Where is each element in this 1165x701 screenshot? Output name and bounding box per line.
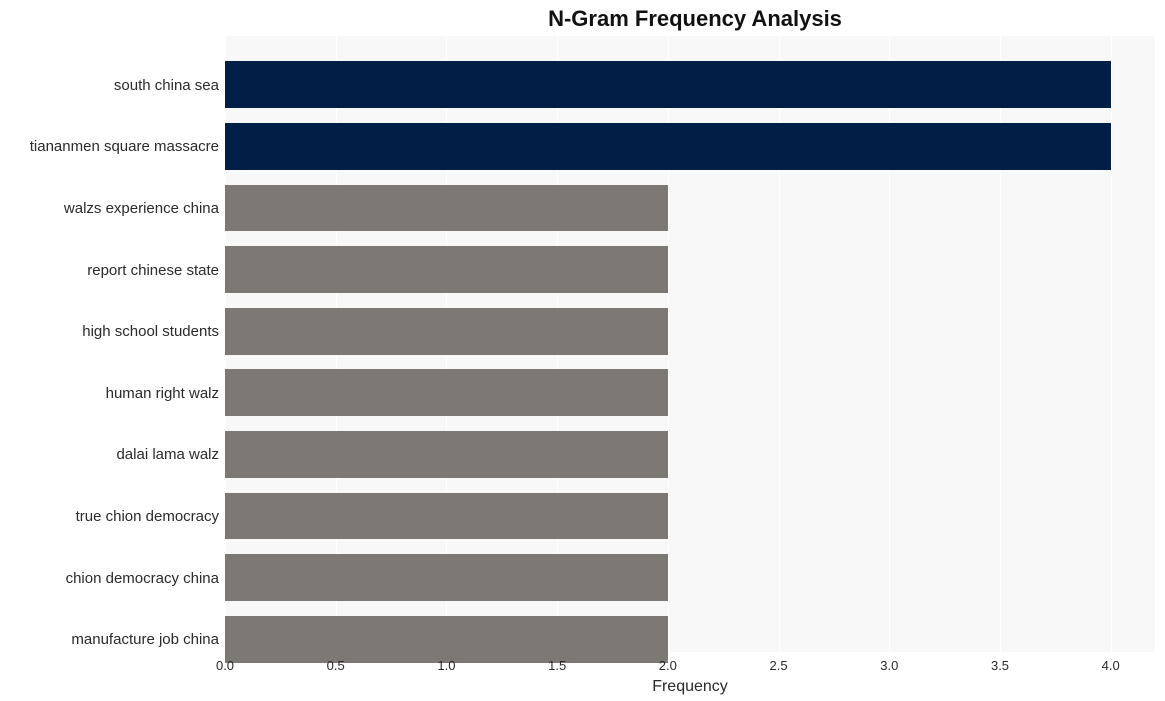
x-tick-label: 2.5: [770, 658, 788, 673]
bar: [225, 554, 668, 601]
bar: [225, 493, 668, 540]
x-tick-label: 3.0: [880, 658, 898, 673]
x-axis-title: Frequency: [225, 678, 1155, 696]
y-tick-label: walzs experience china: [3, 201, 219, 216]
x-tick-label: 0.0: [216, 658, 234, 673]
plot-area: [225, 36, 1155, 652]
y-tick-label: south china sea: [3, 78, 219, 93]
x-tick-label: 1.5: [548, 658, 566, 673]
ngram-frequency-chart: N-Gram Frequency Analysis Frequency 0.0 0…: [0, 0, 1165, 701]
y-tick-label: chion democracy china: [3, 571, 219, 586]
bar: [225, 246, 668, 293]
y-tick-label: true chion democracy: [3, 509, 219, 524]
x-tick-label: 4.0: [1102, 658, 1120, 673]
x-tick-label: 1.0: [437, 658, 455, 673]
chart-title: N-Gram Frequency Analysis: [0, 6, 1165, 32]
x-tick-label: 2.0: [659, 658, 677, 673]
y-tick-label: dalai lama walz: [3, 447, 219, 462]
bar: [225, 369, 668, 416]
y-tick-label: tiananmen square massacre: [3, 139, 219, 154]
bar: [225, 616, 668, 663]
x-tick-label: 3.5: [991, 658, 1009, 673]
grid-line: [1111, 36, 1112, 652]
x-tick-label: 0.5: [327, 658, 345, 673]
y-tick-label: high school students: [3, 324, 219, 339]
y-tick-label: report chinese state: [3, 263, 219, 278]
bar: [225, 61, 1111, 108]
bar: [225, 431, 668, 478]
bar: [225, 308, 668, 355]
bar: [225, 185, 668, 232]
y-tick-label: human right walz: [3, 386, 219, 401]
bar: [225, 123, 1111, 170]
y-tick-label: manufacture job china: [3, 632, 219, 647]
